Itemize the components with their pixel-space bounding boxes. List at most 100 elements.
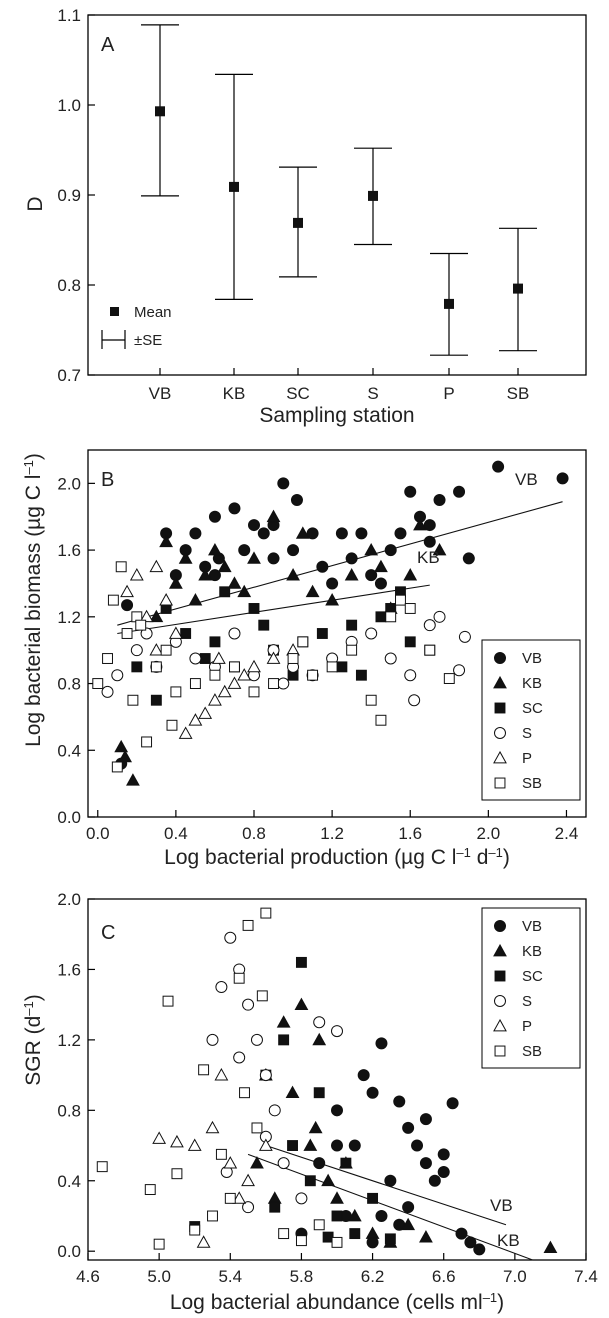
point-s <box>433 610 446 623</box>
y-tick-label: 0.4 <box>57 741 81 760</box>
point-vb <box>374 577 387 590</box>
panel-b-points <box>92 460 569 786</box>
point-kb <box>401 1217 416 1231</box>
point-vb <box>556 472 569 485</box>
point-s <box>277 677 290 690</box>
point-sb <box>141 736 153 748</box>
point-p <box>237 668 252 681</box>
legend-marker-p <box>493 750 507 764</box>
panel-b-frame <box>87 449 587 818</box>
point-sc <box>331 1210 343 1222</box>
point-sb <box>96 1161 108 1173</box>
point-kb <box>330 1191 344 1204</box>
point-vb <box>375 1209 388 1222</box>
panel-a-frame <box>87 14 587 376</box>
legend-label-sc: SC <box>522 700 543 717</box>
point-vb <box>316 560 329 573</box>
y-tick-label: 0.8 <box>57 675 81 694</box>
point-vb <box>394 527 407 540</box>
point-sc <box>295 956 307 968</box>
point-sc <box>269 1201 281 1213</box>
y-tick-label: 0.4 <box>57 1172 81 1191</box>
panel-b-x-ticks: 0.0 0.4 0.8 1.2 1.6 2.0 2.4 <box>86 810 578 843</box>
point-kb <box>208 543 222 556</box>
point-kb <box>178 551 193 564</box>
point-vb <box>306 527 319 540</box>
panel-c-y-axis-title: SGR (d–1) <box>21 994 46 1085</box>
point-kb <box>305 584 320 598</box>
regression-line-kb <box>247 1153 533 1261</box>
point-kb <box>126 773 140 786</box>
panel-a: A 0.7 0.8 0.9 1.0 1.1 VB KB SC S P SB D Sampling … <box>24 6 587 427</box>
point-p <box>159 593 174 606</box>
point-sb <box>404 603 416 614</box>
point-sc <box>316 628 328 639</box>
point-p <box>266 651 281 664</box>
point-sc <box>367 1192 379 1204</box>
point-kb <box>267 1191 282 1204</box>
x-tick-label: SB <box>507 384 530 403</box>
point-sc <box>313 1087 325 1099</box>
panel-c-legend: VB KB SC SP SB <box>481 907 581 1069</box>
point-sc <box>180 628 192 639</box>
panel-b-y-axis-title: Log bacterial biomass (µg C l–1) <box>21 453 46 747</box>
point-vb <box>208 569 221 582</box>
point-s <box>268 1104 281 1117</box>
point-sb <box>189 1224 201 1236</box>
point-vb <box>446 1097 459 1110</box>
point-p <box>217 684 232 698</box>
point-s <box>295 1192 308 1205</box>
legend-label-p: P <box>522 1018 532 1035</box>
point-kb <box>403 568 418 581</box>
legend-label-sc: SC <box>522 968 543 985</box>
x-tick-label: 4.6 <box>76 1267 100 1286</box>
mean-marker <box>444 298 454 309</box>
legend-marker-sc <box>494 970 506 982</box>
point-s <box>458 630 471 643</box>
x-tick-label: VB <box>149 384 172 403</box>
mean-marker <box>155 106 165 117</box>
y-tick-label: 0.8 <box>57 1101 81 1120</box>
point-sc <box>336 661 348 673</box>
x-tick-label: 5.8 <box>290 1267 314 1286</box>
point-s <box>111 669 124 682</box>
point-sb <box>92 678 104 689</box>
legend-marker-sc <box>494 702 506 714</box>
point-p <box>205 1120 220 1134</box>
point-sb <box>107 594 119 606</box>
point-sc <box>248 603 260 614</box>
y-tick-label: 0.0 <box>57 808 81 827</box>
x-tick-label: P <box>443 384 454 403</box>
point-sc <box>340 1157 352 1169</box>
point-sb <box>443 673 455 684</box>
point-s <box>242 998 255 1011</box>
point-vb <box>419 1113 432 1126</box>
x-tick-label: 0.8 <box>242 824 266 843</box>
point-kb <box>114 739 129 753</box>
mean-marker <box>293 217 303 228</box>
point-sb <box>215 1148 227 1160</box>
point-p <box>214 1068 229 1081</box>
point-sb <box>111 761 123 773</box>
point-s <box>313 1016 326 1029</box>
point-sb <box>331 1236 343 1248</box>
legend-marker-sb <box>494 777 506 789</box>
point-p <box>149 643 164 656</box>
panel-b-legend: VB KB SC SP SB <box>481 639 581 801</box>
point-s <box>423 619 436 632</box>
point-vb <box>355 527 368 540</box>
point-s <box>130 644 143 657</box>
point-kb <box>413 517 427 531</box>
point-sb <box>198 1064 210 1076</box>
x-tick-label: 2.4 <box>555 824 579 843</box>
y-tick-label: 1.2 <box>57 1031 81 1050</box>
point-vb <box>384 544 397 557</box>
panel-b-legend-box <box>481 639 581 801</box>
legend-label-s: S <box>522 725 532 742</box>
point-sb <box>256 990 268 1002</box>
point-p <box>187 1138 202 1151</box>
point-s <box>206 1033 219 1046</box>
panel-c-legend-box <box>481 907 581 1069</box>
point-vb <box>287 544 300 557</box>
point-sb <box>160 644 172 656</box>
